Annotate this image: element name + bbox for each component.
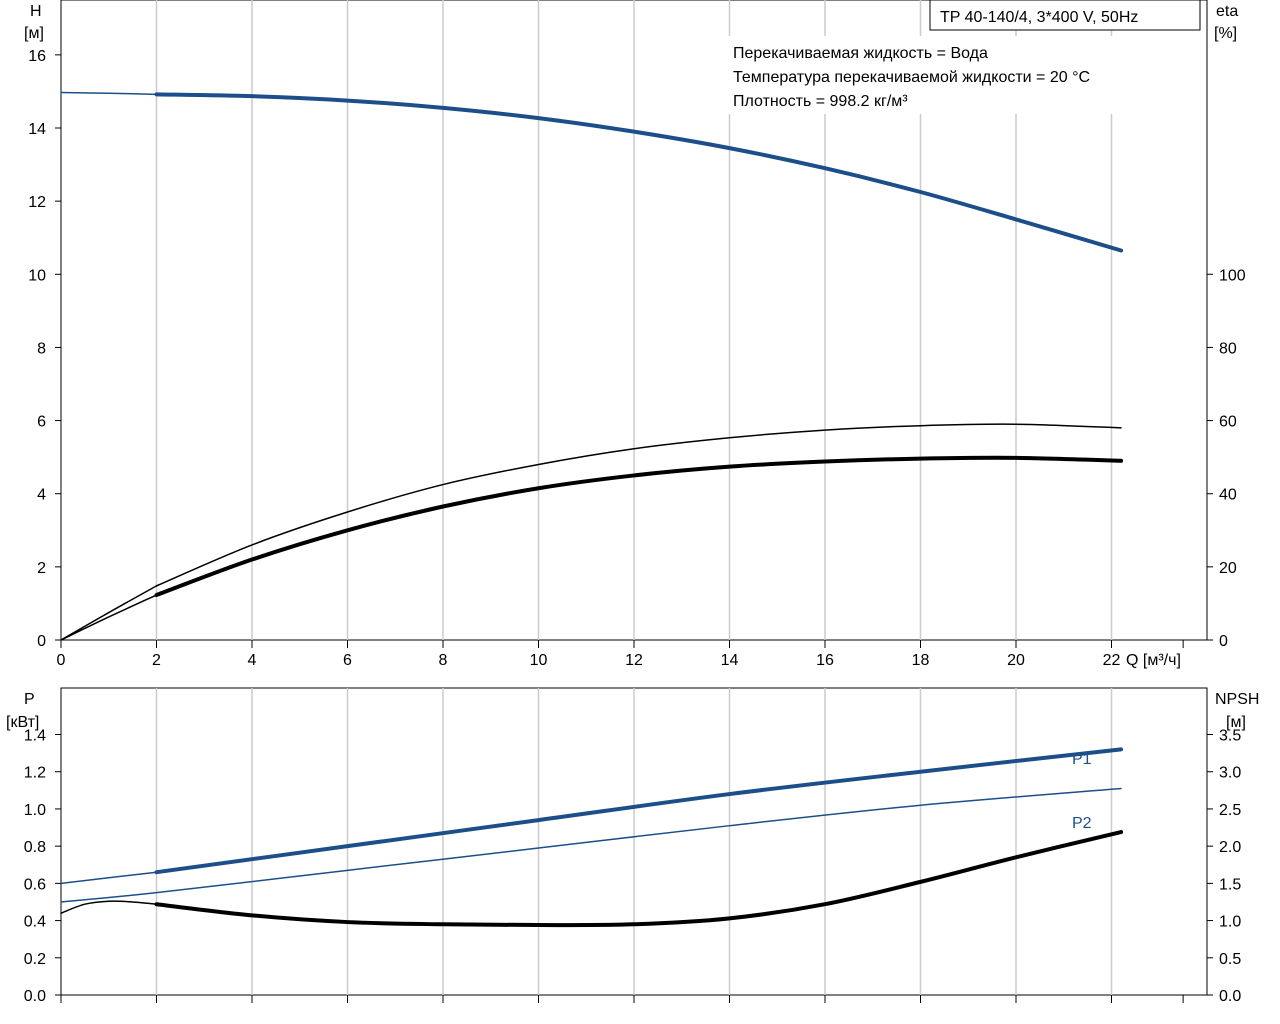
y2-tick-label: 60 [1219, 414, 1237, 431]
x-tick-label: 20 [1007, 652, 1025, 669]
p1-curve [154, 747, 1124, 875]
x-tick-label: 22 [1103, 652, 1121, 669]
y-tick-label: 0.0 [24, 988, 46, 1005]
y2-tick-label: 3.0 [1219, 765, 1241, 782]
npsh-axis-unit: [м] [1226, 714, 1246, 731]
x-tick-label: 18 [912, 652, 930, 669]
head-axis-unit: [м] [24, 25, 44, 42]
npsh-axis-label: NPSH [1215, 691, 1259, 708]
y2-tick-label: 20 [1219, 560, 1237, 577]
y2-tick-label: 0 [1219, 633, 1228, 650]
y2-tick-label: 0.5 [1219, 951, 1241, 968]
y-tick-label: 0.6 [24, 876, 46, 893]
y2-tick-label: 1.0 [1219, 914, 1241, 931]
x-tick-label: 8 [439, 652, 448, 669]
p1-series-label: P1 [1072, 751, 1092, 768]
x-tick-label: 0 [57, 652, 66, 669]
power-plot-grid [155, 688, 1113, 995]
power-plot-ticks: 0.0 0.2 0.4 0.6 0.8 1.0 1.2 1.4 0.0 0.5 1.0 1.5 2.0 2… [24, 728, 1242, 1005]
power-axis-unit: [кВт] [6, 714, 39, 731]
series-curve-0-0 [154, 92, 1124, 253]
head-efficiency-plot: 0 2 4 6 8 10 12 14 16 18 20 22 0 2 4 6 8 10 12 14 16 0 20 40 60 8… [24, 0, 1246, 669]
eta-axis-label: eta [1216, 3, 1238, 20]
series-curve-1-1 [60, 871, 158, 885]
y-tick-label: 0.2 [24, 951, 46, 968]
fluid-info-box [728, 36, 1188, 114]
y2-tick-label: 100 [1219, 267, 1246, 284]
p2-curve [60, 787, 1122, 903]
y-tick-label: 14 [28, 121, 46, 138]
series-curve-1-3 [154, 830, 1124, 928]
y-tick-label: 8 [37, 340, 46, 357]
y-tick-label: 1.0 [24, 802, 46, 819]
x-tick-label: 12 [625, 652, 643, 669]
y-tick-label: 1.4 [24, 728, 46, 745]
head-plot-curves [60, 91, 1124, 641]
fluid-info-line: Плотность = 998.2 кг/м³ [733, 93, 908, 110]
y2-tick-label: 3.5 [1219, 728, 1241, 745]
head-axis-label: H [30, 3, 42, 20]
x-tick-label: 10 [530, 652, 548, 669]
y-tick-label: 12 [28, 194, 46, 211]
y-tick-label: 2 [37, 560, 46, 577]
y2-tick-label: 2.5 [1219, 802, 1241, 819]
fluid-info-line: Перекачиваемая жидкость = Вода [733, 45, 988, 62]
y-tick-label: 0.8 [24, 839, 46, 856]
flow-axis-label: Q [м³/ч] [1126, 652, 1181, 669]
head-plot-ticks: 0 2 4 6 8 10 12 14 16 18 20 22 0 2 4 6 8 10 12 14 16 0 20 40 60 8… [28, 48, 1246, 669]
eta-axis-unit: [%] [1214, 25, 1237, 42]
x-tick-label: 16 [816, 652, 834, 669]
x-tick-label: 6 [343, 652, 352, 669]
model-title: TP 40-140/4, 3*400 V, 50Hz [940, 9, 1138, 26]
y-tick-label: 6 [37, 414, 46, 431]
y2-tick-label: 80 [1219, 340, 1237, 357]
p2-series-label: P2 [1072, 815, 1092, 832]
x-tick-label: 4 [248, 652, 257, 669]
y-tick-label: 1.2 [24, 765, 46, 782]
y-tick-label: 4 [37, 487, 46, 504]
power-npsh-plot: 0.0 0.2 0.4 0.6 0.8 1.0 1.2 1.4 0.0 0.5 1.0 1.5 2.0 2… [6, 687, 1259, 1005]
series-curve-0-5 [60, 594, 158, 641]
series-curve-0-1 [60, 91, 158, 96]
series-curve-0-2 [155, 423, 1122, 587]
power-axis-label: P [24, 691, 35, 708]
power-plot-curves [60, 747, 1124, 928]
y2-tick-label: 2.0 [1219, 839, 1241, 856]
y-tick-label: 0.4 [24, 914, 46, 931]
y2-tick-label: 40 [1219, 487, 1237, 504]
y-tick-label: 10 [28, 267, 46, 284]
fluid-info-line: Температура перекачиваемой жидкости = 20… [733, 69, 1090, 86]
series-curve-0-3 [60, 585, 158, 641]
x-tick-label: 2 [152, 652, 161, 669]
y2-tick-label: 1.5 [1219, 876, 1241, 893]
y-tick-label: 0 [37, 633, 46, 650]
y2-tick-label: 0.0 [1219, 988, 1241, 1005]
series-curve-1-4 [60, 900, 158, 914]
y-tick-label: 16 [28, 48, 46, 65]
model-box [929, 0, 1201, 31]
x-tick-label: 14 [721, 652, 739, 669]
series-curve-0-4 [154, 455, 1124, 598]
